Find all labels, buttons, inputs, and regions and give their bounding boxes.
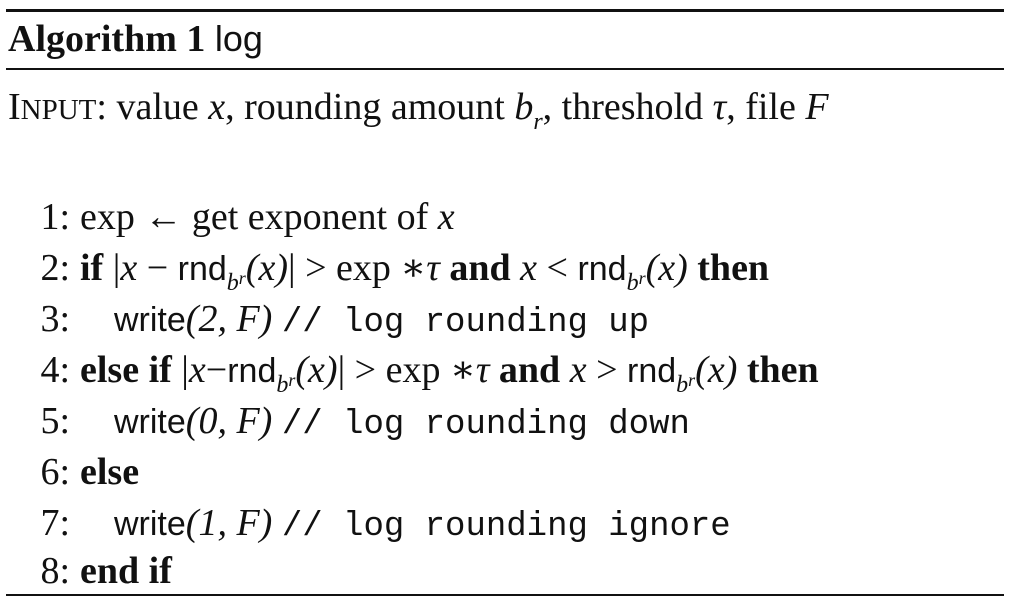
write-args: (0, F) <box>185 400 273 442</box>
code-comment: // log rounding ignore <box>281 508 731 546</box>
input-var-tau: τ <box>712 86 727 128</box>
input-label-initial: I <box>8 86 21 128</box>
gt-sign: > <box>305 247 327 289</box>
rnd-arg: (x) <box>295 349 338 391</box>
var-x: x <box>188 349 206 391</box>
abs-close: | <box>287 247 296 289</box>
gt-sign: > <box>596 349 618 391</box>
rnd-sub-b: b <box>626 270 639 296</box>
rnd-arg: (x) <box>245 247 288 289</box>
input-spec: INPUT: value x, rounding amount br, thre… <box>8 82 829 137</box>
write-function: write <box>114 301 186 339</box>
exp-term: exp <box>336 247 391 289</box>
input-var-f: F <box>805 86 829 128</box>
input-text-rounding: , rounding amount <box>225 86 505 128</box>
input-var-x: x <box>208 86 226 128</box>
abs-open: | <box>112 247 121 289</box>
exp-term: exp <box>385 349 441 391</box>
keyword-if: if <box>80 247 104 289</box>
rnd-sub-b: b <box>226 270 239 296</box>
lt-sign: < <box>546 247 568 289</box>
abs-close: | <box>337 349 346 391</box>
abs-open: | <box>181 349 189 391</box>
algorithm-line-1: 1: exp ← get exponent of x <box>20 192 455 242</box>
rnd-sub-r: r <box>688 370 696 390</box>
line-number: 6: <box>40 451 70 493</box>
line-number: 7: <box>40 502 70 544</box>
algorithm-label: Algorithm 1 <box>8 18 206 60</box>
write-function: write <box>114 505 186 543</box>
keyword-else: else <box>80 451 140 493</box>
rnd-sub-r: r <box>288 370 296 390</box>
input-text-threshold: , threshold <box>542 86 704 128</box>
algorithm-title: Algorithm 1 log <box>8 14 263 64</box>
algorithm-line-8: 8: end if <box>20 546 172 596</box>
tau-term: ∗τ <box>400 247 440 289</box>
rnd-sub-r: r <box>238 268 246 288</box>
input-text-value: value <box>116 86 199 128</box>
line-text: exp ← get exponent of <box>80 196 429 238</box>
line-number: 4: <box>40 349 70 391</box>
algorithm-name: log <box>214 18 263 59</box>
line-number: 3: <box>40 298 70 340</box>
rnd-sub-b: b <box>676 372 689 398</box>
keyword-and: and <box>498 349 561 391</box>
input-var-b: b <box>514 86 534 128</box>
write-function: write <box>114 403 186 441</box>
line-number: 8: <box>40 550 70 592</box>
algorithm-line-3: 3: write(2, F) // log rounding up <box>20 294 649 348</box>
var-x: x <box>520 247 537 289</box>
algorithm-line-2: 2: if |x − rndbr(x)| > exp ∗τ and x < rnd… <box>20 243 769 299</box>
top-rule <box>6 9 1004 12</box>
keyword-else-if: else if <box>80 349 172 391</box>
input-text-file: , file <box>726 86 796 128</box>
line-number: 2: <box>40 247 70 289</box>
rnd-arg: (x) <box>695 349 738 391</box>
var-x: x <box>437 196 455 238</box>
line-number: 1: <box>40 196 70 238</box>
var-x: x <box>120 247 138 289</box>
rnd-sub-b: b <box>276 372 289 398</box>
input-label-colon: : <box>96 86 107 128</box>
algorithm-line-6: 6: else <box>20 447 139 497</box>
bottom-rule <box>6 594 1004 596</box>
rnd-function: rnd <box>627 352 677 390</box>
gt-sign: > <box>354 349 377 391</box>
rnd-arg: (x) <box>645 247 688 289</box>
title-rule <box>6 68 1004 70</box>
line-number: 5: <box>40 400 70 442</box>
algorithm-line-5: 5: write(0, F) // log rounding down <box>20 396 690 450</box>
algorithm-line-7: 7: write(1, F) // log rounding ignore <box>20 498 731 552</box>
input-var-b-sub: r <box>533 109 543 135</box>
write-args: (2, F) <box>185 298 273 340</box>
algorithm-line-4: 4: else if |x−rndbr(x)| > exp ∗τ and x > … <box>20 345 819 401</box>
code-comment: // log rounding up <box>281 304 650 342</box>
rnd-sub-r: r <box>638 268 646 288</box>
minus-sign: − <box>146 247 169 289</box>
tau-term: ∗τ <box>449 349 490 391</box>
rnd-function: rnd <box>227 352 277 390</box>
minus-sign: − <box>205 349 228 391</box>
code-comment: // log rounding down <box>281 406 690 444</box>
rnd-function: rnd <box>577 250 627 288</box>
var-x: x <box>569 349 587 391</box>
keyword-and: and <box>449 247 511 289</box>
keyword-then: then <box>746 349 819 391</box>
input-label-rest: NPUT <box>20 94 97 126</box>
keyword-end-if: end if <box>80 550 172 592</box>
rnd-function: rnd <box>177 250 227 288</box>
write-args: (1, F) <box>185 502 273 544</box>
keyword-then: then <box>697 247 770 289</box>
